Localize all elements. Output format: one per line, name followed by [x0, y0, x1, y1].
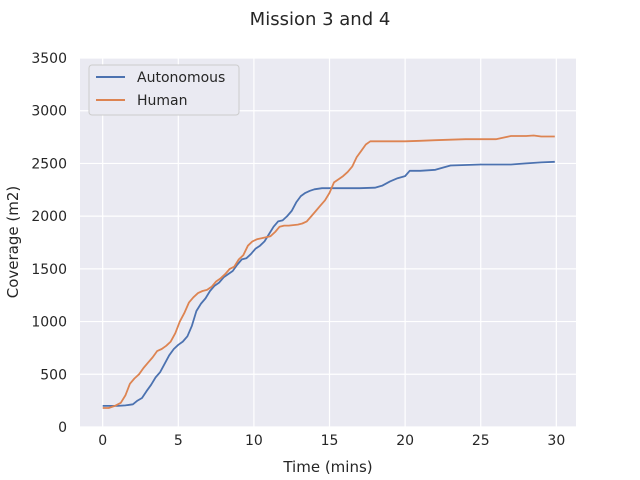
y-tick-label: 3500	[31, 51, 67, 67]
x-tick-label: 15	[321, 433, 339, 449]
x-tick-label: 30	[547, 433, 565, 449]
legend-label-human: Human	[137, 93, 188, 109]
series-lines	[102, 134, 555, 409]
series-line-human	[102, 134, 555, 409]
x-tick-label: 5	[174, 433, 183, 449]
y-tick-label: 2000	[31, 209, 67, 225]
y-tick-label: 0	[58, 420, 67, 436]
chart-title: Mission 3 and 4	[250, 9, 391, 30]
y-tick-label: 500	[40, 367, 67, 383]
x-tick-label: 25	[472, 433, 490, 449]
y-tick-label: 3000	[31, 104, 67, 120]
legend-box	[88, 64, 240, 116]
y-tick-label: 2500	[31, 156, 67, 172]
legend-label-autonomous: Autonomous	[137, 70, 225, 86]
grid-lines	[80, 57, 576, 428]
x-tick-label: 20	[396, 433, 414, 449]
x-axis-label: Time (mins)	[282, 458, 372, 476]
plot-area	[80, 58, 576, 427]
x-tick-label: 10	[245, 433, 263, 449]
x-tick-label: 0	[98, 433, 107, 449]
tick-labels: 0 5 10 15 20 25 30 0 500 1000 1500 2000 2500 3000 3500	[31, 51, 565, 449]
y-tick-label: 1000	[31, 315, 67, 331]
y-tick-label: 1500	[31, 262, 67, 278]
legend: Autonomous Human	[88, 64, 240, 116]
y-axis-label: Coverage (m2)	[4, 186, 22, 299]
series-line-autonomous	[102, 160, 555, 407]
